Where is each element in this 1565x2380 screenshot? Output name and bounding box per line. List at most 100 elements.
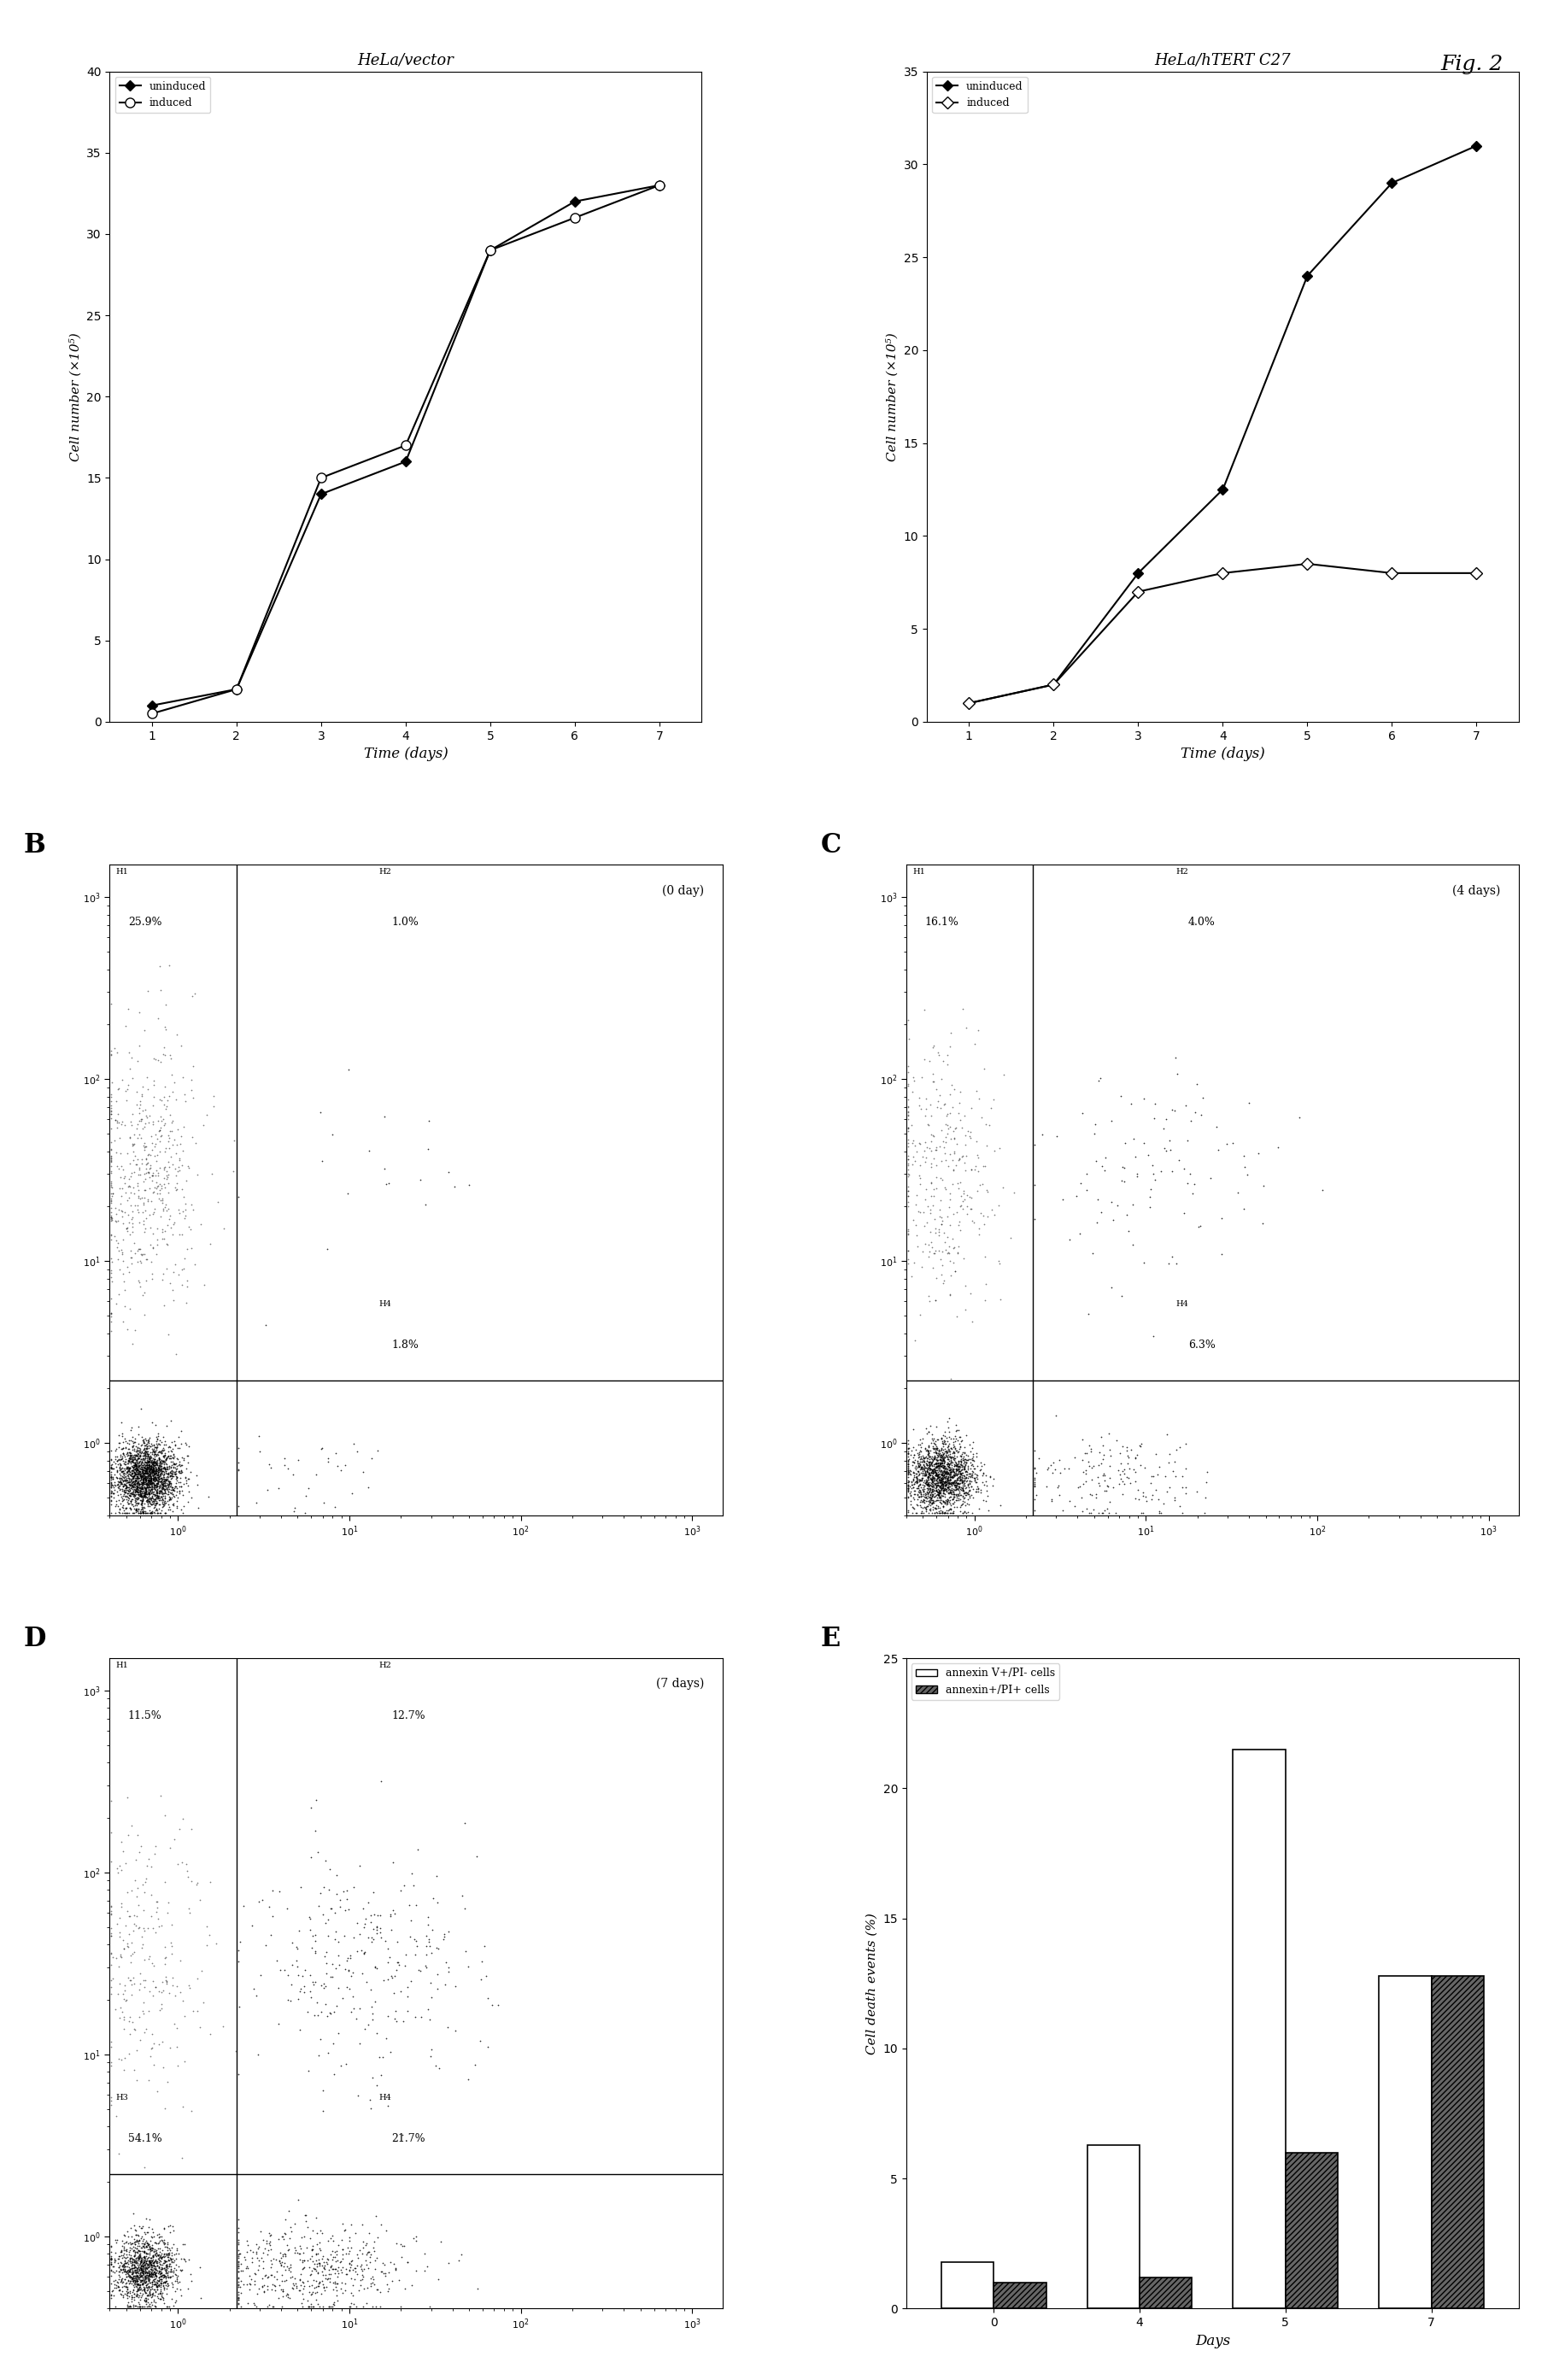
- Point: [111, 1204, 136, 1242]
- Point: [920, 1466, 945, 1504]
- Point: [149, 2275, 174, 2313]
- Point: [128, 1457, 153, 1495]
- Point: [1124, 1154, 1149, 1192]
- Point: [925, 1461, 950, 1499]
- Point: [175, 1442, 200, 1480]
- Point: [131, 1476, 157, 1514]
- Point: [121, 1126, 146, 1164]
- Point: [152, 1461, 177, 1499]
- Point: [131, 2240, 157, 2278]
- Point: [930, 1466, 955, 1504]
- Point: [930, 1483, 955, 1521]
- Point: [131, 2263, 157, 2301]
- Point: [150, 1445, 175, 1483]
- Point: [1174, 1164, 1199, 1202]
- Point: [225, 2285, 250, 2323]
- Point: [117, 1440, 142, 1478]
- Point: [917, 1476, 942, 1514]
- Point: [934, 1454, 959, 1492]
- Point: [149, 2261, 174, 2299]
- Point: [122, 2266, 147, 2304]
- Point: [275, 2192, 300, 2230]
- Point: [914, 1447, 939, 1485]
- Point: [933, 1461, 958, 1499]
- induced: [649, 171, 668, 200]
- Point: [117, 2242, 142, 2280]
- Point: [144, 1476, 169, 1514]
- Point: [105, 2268, 130, 2306]
- Point: [131, 2254, 157, 2292]
- Point: [967, 1449, 992, 1488]
- Point: [105, 1240, 130, 1278]
- Point: [133, 1200, 158, 1238]
- Point: [1141, 1100, 1166, 1138]
- Point: [933, 1457, 958, 1495]
- Point: [139, 1473, 164, 1511]
- Point: [117, 2240, 142, 2278]
- Point: [144, 1483, 169, 1521]
- Point: [1091, 1454, 1116, 1492]
- Point: [934, 1402, 959, 1440]
- Point: [136, 2254, 161, 2292]
- Point: [928, 1447, 953, 1485]
- Point: [327, 2047, 352, 2085]
- Point: [122, 1445, 147, 1483]
- Point: [897, 1440, 922, 1478]
- Point: [485, 1987, 510, 2025]
- Point: [161, 1204, 186, 1242]
- Point: [130, 2268, 155, 2306]
- Point: [119, 1454, 144, 1492]
- Point: [155, 1157, 180, 1195]
- Point: [128, 2278, 153, 2316]
- Point: [313, 1842, 338, 1880]
- Point: [398, 1918, 423, 1956]
- Point: [139, 2254, 164, 2292]
- Point: [360, 1918, 385, 1956]
- Point: [1265, 1128, 1290, 1166]
- Point: [114, 1468, 139, 1507]
- Point: [135, 2235, 160, 2273]
- Point: [914, 1492, 939, 1530]
- Point: [114, 1457, 139, 1495]
- Point: [113, 2268, 138, 2306]
- Point: [124, 1447, 149, 1485]
- Point: [296, 2287, 321, 2325]
- Point: [108, 2237, 133, 2275]
- Point: [99, 1466, 124, 1504]
- Point: [127, 1433, 152, 1471]
- Point: [908, 1438, 933, 1476]
- Point: [133, 2242, 158, 2280]
- Point: [934, 1197, 959, 1235]
- Point: [909, 1418, 934, 1457]
- Point: [905, 1445, 930, 1483]
- Point: [934, 1495, 959, 1533]
- Point: [903, 1185, 928, 1223]
- Point: [127, 1459, 152, 1497]
- Point: [144, 1464, 169, 1502]
- Point: [931, 1440, 956, 1478]
- Point: [908, 1492, 933, 1530]
- Point: [105, 1473, 130, 1511]
- Point: [99, 1478, 124, 1516]
- Text: 4.0%: 4.0%: [1188, 916, 1214, 928]
- Point: [99, 1935, 124, 1973]
- Point: [150, 2256, 175, 2294]
- Point: [1056, 1483, 1081, 1521]
- Point: [121, 1449, 146, 1488]
- Point: [117, 2235, 142, 2273]
- Point: [131, 1457, 157, 1495]
- Point: [1174, 1121, 1199, 1159]
- Point: [920, 1449, 945, 1488]
- Point: [117, 2259, 142, 2297]
- Point: [133, 1433, 158, 1471]
- Point: [926, 1495, 952, 1533]
- Point: [139, 1485, 164, 1523]
- Point: [135, 1464, 160, 1502]
- Point: [116, 1480, 141, 1518]
- Point: [139, 1447, 164, 1485]
- Point: [158, 2230, 183, 2268]
- Point: [110, 2268, 135, 2306]
- Point: [152, 2268, 177, 2306]
- Title: HeLa/vector: HeLa/vector: [357, 52, 454, 67]
- Point: [122, 1461, 147, 1499]
